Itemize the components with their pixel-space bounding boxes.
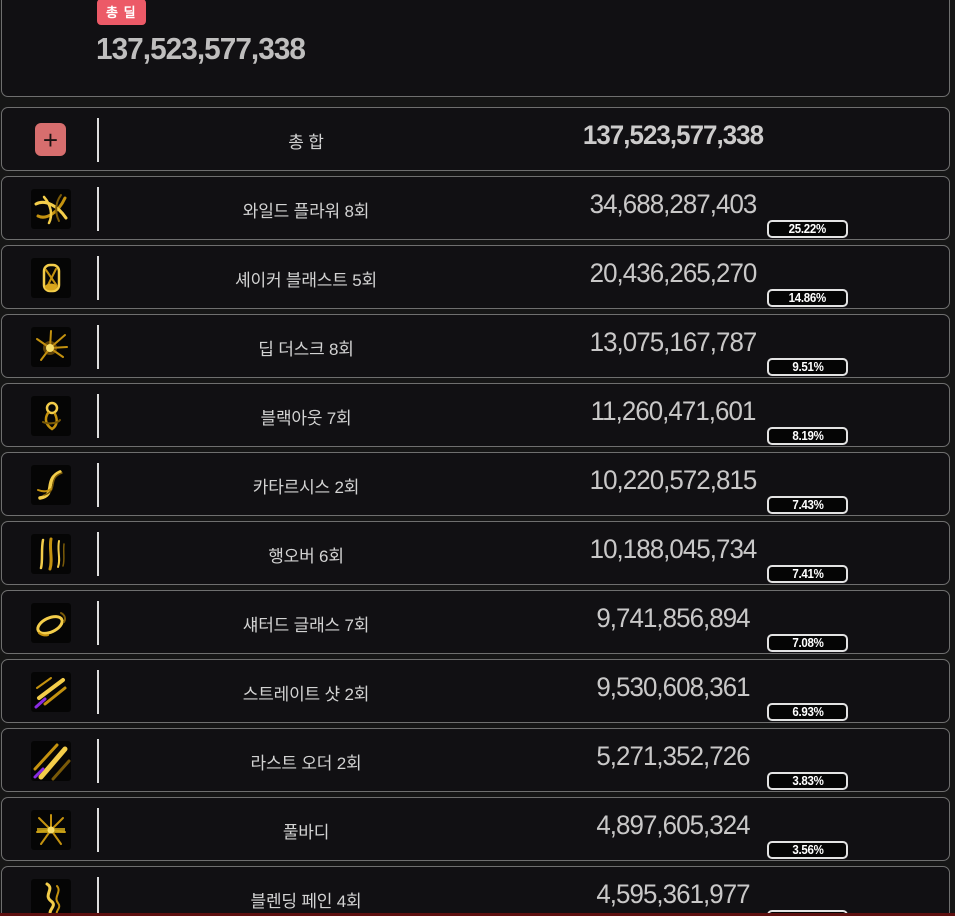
skill-name: 카타르시스 2회 [252, 477, 360, 497]
row-divider [97, 463, 99, 507]
damage-percent-badge: 3.83% [767, 772, 848, 790]
damage-percent-badge: 7.08% [767, 634, 848, 652]
skill-damage-value: 13,075,167,787 [589, 327, 758, 357]
row-divider [97, 532, 99, 576]
deep-dusk-skill-icon [31, 327, 71, 367]
straight-shot-skill-icon [31, 672, 71, 712]
hangover-skill-icon [31, 534, 71, 574]
skill-name: 행오버 6회 [268, 546, 344, 566]
skill-row[interactable]: 블렌딩 페인 4회 4,595,361,977 [1, 866, 950, 916]
damage-percent-badge: 3.56% [767, 841, 848, 859]
skill-row[interactable]: 셰이커 블래스트 5회 20,436,265,270 14.86% [1, 245, 950, 309]
row-divider [97, 877, 99, 916]
total-damage-value: 137,523,577,338 [96, 31, 306, 66]
skill-name: 풀바디 [282, 822, 330, 842]
damage-percent-badge: 6.93% [767, 703, 848, 721]
shaker-blast-skill-icon [31, 258, 71, 298]
blackout-skill-icon [31, 396, 71, 436]
damage-percent-badge: 14.86% [767, 289, 848, 307]
skill-row[interactable]: 섀터드 글래스 7회 9,741,856,894 7.08% [1, 590, 950, 654]
total-damage-card: 총 딜 137,523,577,338 [1, 0, 950, 97]
skill-damage-value: 9,741,856,894 [596, 603, 750, 633]
skill-damage-value: 10,220,572,815 [589, 465, 758, 495]
skill-damage-value: 5,271,352,726 [596, 741, 750, 771]
skill-damage-value: 9,530,608,361 [596, 672, 750, 702]
skill-name: 섀터드 글래스 7회 [242, 615, 370, 635]
blending-pain-skill-icon [31, 879, 71, 916]
row-divider [97, 394, 99, 438]
skill-damage-value: 10,188,045,734 [589, 534, 758, 564]
skill-name: 딥 더스크 8회 [258, 339, 354, 359]
skill-damage-value: 4,595,361,977 [596, 879, 750, 909]
skill-damage-value: 34,688,287,403 [589, 189, 758, 219]
row-divider [97, 187, 99, 231]
skill-name: 블랙아웃 7회 [260, 408, 352, 428]
damage-percent-badge: 7.43% [767, 496, 848, 514]
skill-row[interactable]: 와일드 플라워 8회 34,688,287,403 25.22% [1, 176, 950, 240]
skill-row[interactable]: 스트레이트 샷 2회 9,530,608,361 6.93% [1, 659, 950, 723]
total-damage-badge: 총 딜 [97, 0, 146, 25]
wild-flower-skill-icon [31, 189, 71, 229]
skill-row[interactable]: 행오버 6회 10,188,045,734 7.41% [1, 521, 950, 585]
damage-percent-badge: 9.51% [767, 358, 848, 376]
skill-row[interactable]: 카타르시스 2회 10,220,572,815 7.43% [1, 452, 950, 516]
skill-name: 블렌딩 페인 4회 [250, 891, 362, 911]
damage-percent-badge: 8.19% [767, 427, 848, 445]
skill-row[interactable]: 블랙아웃 7회 11,260,471,601 8.19% [1, 383, 950, 447]
damage-percent-badge: 25.22% [767, 220, 848, 238]
shattered-glass-skill-icon [31, 603, 71, 643]
full-body-skill-icon [31, 810, 71, 850]
expand-plus-button[interactable]: + [35, 123, 66, 156]
skill-name: 스트레이트 샷 2회 [242, 684, 370, 704]
skill-row[interactable]: 라스트 오더 2회 5,271,352,726 3.83% [1, 728, 950, 792]
row-divider [97, 808, 99, 852]
row-divider [97, 739, 99, 783]
row-divider [97, 256, 99, 300]
row-divider [97, 601, 99, 645]
skill-row[interactable]: 풀바디 4,897,605,324 3.56% [1, 797, 950, 861]
damage-percent-badge: 7.41% [767, 565, 848, 583]
skill-damage-value: 11,260,471,601 [590, 396, 757, 426]
bottom-edge-strip [0, 913, 955, 916]
skill-name: 셰이커 블래스트 5회 [235, 270, 377, 290]
row-divider [97, 670, 99, 714]
total-sum-row[interactable]: + 총 합 137,523,577,338 [1, 107, 950, 171]
row-divider [97, 325, 99, 369]
total-sum-value: 137,523,577,338 [582, 120, 764, 150]
catharsis-skill-icon [31, 465, 71, 505]
total-sum-label: 총 합 [288, 132, 324, 152]
skill-damage-value: 20,436,265,270 [589, 258, 758, 288]
skill-row[interactable]: 딥 더스크 8회 13,075,167,787 9.51% [1, 314, 950, 378]
skill-name: 와일드 플라워 8회 [242, 201, 370, 221]
skill-name: 라스트 오더 2회 [250, 753, 362, 773]
skill-damage-value: 4,897,605,324 [596, 810, 750, 840]
last-order-skill-icon [31, 741, 71, 781]
row-divider [97, 118, 99, 162]
